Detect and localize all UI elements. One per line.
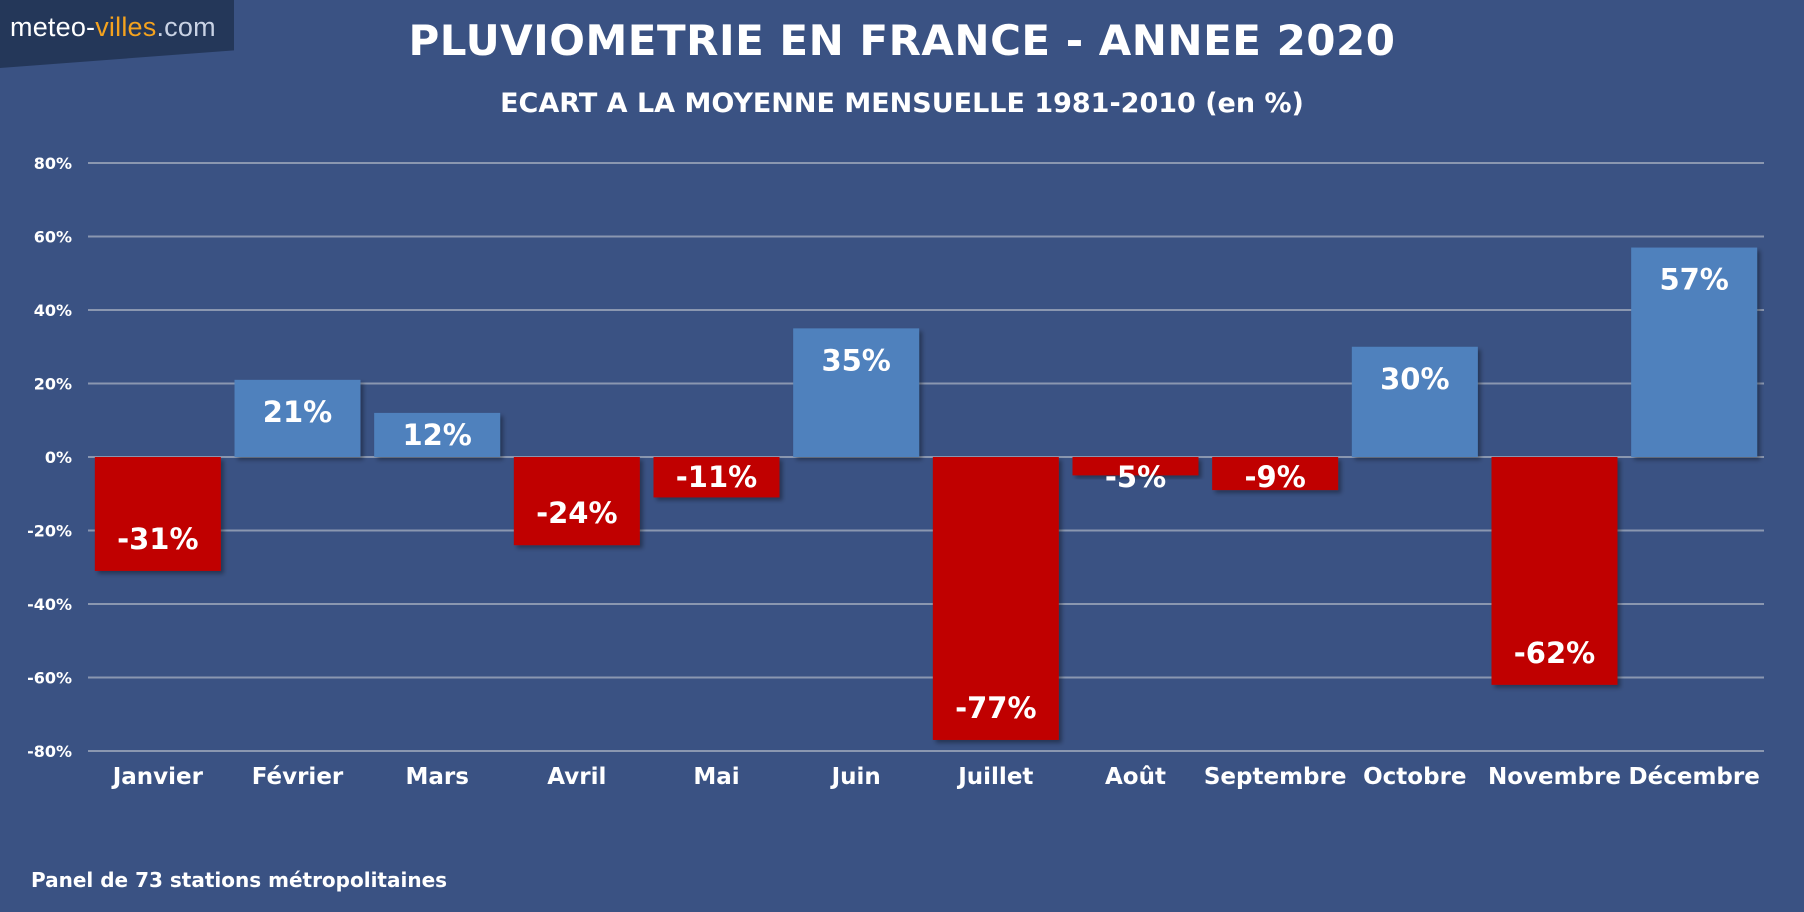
value-label: 30% (1380, 362, 1449, 396)
logo-part-3: .com (156, 12, 216, 42)
y-tick-label: -60% (27, 669, 72, 688)
y-axis-ticks: 80% 60% 40% 20% 0% -20% -40% -60% -80% (27, 154, 72, 761)
bar-mars (374, 412, 501, 457)
y-tick-label: 0% (45, 448, 72, 467)
site-logo-text: meteo-villes.com (10, 12, 216, 43)
value-label: -62% (1514, 636, 1595, 670)
site-logo: meteo-villes.com (0, 0, 234, 68)
value-label: 35% (821, 343, 890, 377)
x-axis-categories: Janvier Février Mars Avril Mai Juin Juillet Aoû… (111, 764, 1760, 790)
value-labels: -31% 21% 12% -24% -11% 35% -77% -5% -9% 30% -62% 57… (117, 263, 1729, 725)
value-label: -11% (676, 460, 757, 494)
value-label: 57% (1659, 263, 1728, 297)
y-tick-label: 60% (34, 228, 72, 247)
value-label: 12% (402, 418, 471, 452)
y-tick-label: -40% (27, 595, 72, 614)
logo-part-2: villes (95, 12, 157, 42)
category-label: Janvier (111, 764, 204, 790)
category-label: Juillet (956, 764, 1033, 790)
chart-subtitle: ECART A LA MOYENNE MENSUELLE 1981-2010 (… (500, 88, 1304, 119)
value-label: -31% (117, 522, 198, 556)
category-label: Octobre (1363, 764, 1466, 790)
bar-juin (793, 328, 920, 457)
category-label: Avril (547, 764, 606, 790)
value-label: -24% (536, 496, 617, 530)
bar-juillet (932, 457, 1059, 740)
category-label: Mai (693, 764, 739, 790)
bar-août (1072, 457, 1199, 476)
bar-mai (653, 457, 780, 498)
y-tick-label: -20% (27, 522, 72, 541)
value-label: -5% (1105, 460, 1166, 494)
y-tick-label: 80% (34, 154, 72, 173)
category-label: Décembre (1629, 764, 1760, 790)
category-label: Novembre (1488, 764, 1621, 790)
grid-layer (88, 162, 1764, 752)
bar-septembre (1212, 457, 1339, 491)
category-label: Août (1105, 764, 1166, 790)
bar-avril (513, 457, 640, 546)
category-label: Juin (830, 764, 881, 790)
chart-title: PLUVIOMETRIE EN FRANCE - ANNEE 2020 (408, 16, 1396, 65)
y-tick-label: 40% (34, 301, 72, 320)
bars (94, 247, 1758, 740)
value-label: -77% (955, 691, 1036, 725)
logo-part-1: meteo- (10, 12, 96, 42)
category-label: Mars (405, 764, 468, 790)
value-label: 21% (263, 395, 332, 429)
category-label: Septembre (1204, 764, 1347, 790)
bar-décembre (1631, 247, 1758, 457)
value-label: -9% (1245, 460, 1306, 494)
footnote: Panel de 73 stations métropolitaines (31, 868, 448, 892)
y-tick-label: 20% (34, 375, 72, 394)
bar-octobre (1351, 346, 1478, 457)
bar-novembre (1491, 457, 1618, 685)
bar-février (234, 379, 361, 457)
category-label: Février (252, 764, 344, 790)
bar-janvier (94, 457, 221, 571)
y-tick-label: -80% (27, 742, 72, 761)
